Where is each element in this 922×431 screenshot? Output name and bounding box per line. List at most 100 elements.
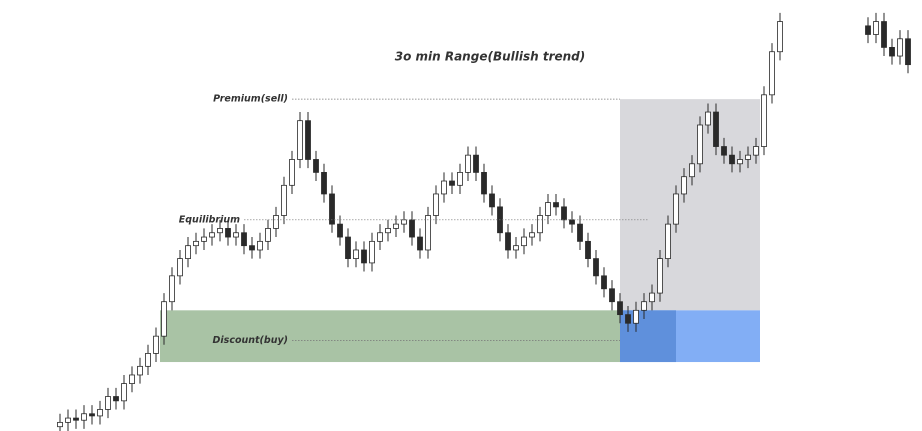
candle-body: [409, 219, 415, 238]
candle-body: [569, 219, 575, 225]
candle-body: [473, 154, 479, 173]
candle-body: [353, 249, 359, 259]
candle-body: [273, 215, 279, 229]
candle-body: [385, 228, 391, 234]
candle-body: [561, 206, 567, 221]
candle-body: [73, 417, 79, 421]
candle-body: [401, 219, 407, 225]
candle-body: [625, 314, 631, 324]
candle-body: [97, 409, 103, 417]
candle-body: [441, 180, 447, 195]
candle-body: [681, 176, 687, 195]
candle-body: [153, 335, 159, 354]
candle-body: [537, 215, 543, 234]
candle-body: [105, 396, 111, 410]
candle-body: [257, 240, 263, 251]
candle-body: [577, 223, 583, 242]
candle-body: [457, 171, 463, 186]
chart-title: 3o min Range(Bullish trend): [395, 50, 586, 64]
candle-body: [745, 154, 751, 160]
candle-body: [697, 124, 703, 165]
candle-body: [169, 275, 175, 303]
candle-body: [281, 184, 287, 216]
candle-body: [873, 21, 879, 35]
candle-body: [137, 365, 143, 376]
candle-body: [289, 159, 295, 186]
candle-body: [705, 111, 711, 126]
candle-body: [905, 38, 911, 66]
candle-body: [369, 240, 375, 264]
candle-body: [417, 236, 423, 251]
zone: [620, 99, 760, 311]
candle-body: [305, 120, 311, 160]
candle-body: [761, 94, 767, 147]
candle-body: [545, 202, 551, 216]
level-label: Equilibrium: [179, 214, 240, 225]
candle-body: [209, 232, 215, 238]
candle-body: [689, 163, 695, 178]
candle-body: [329, 193, 335, 225]
candle-body: [233, 232, 239, 238]
candle-body: [225, 228, 231, 238]
candle-body: [193, 240, 199, 247]
candle-body: [113, 396, 119, 402]
candle-body: [865, 25, 871, 35]
candle-body: [433, 193, 439, 216]
candle-body: [185, 245, 191, 259]
candle-body: [529, 232, 535, 238]
level-label: Premium(sell): [213, 94, 288, 105]
candle-body: [161, 301, 167, 337]
candle-body: [513, 245, 519, 251]
candle-body: [729, 154, 735, 165]
candle-body: [249, 245, 255, 251]
candle-body: [633, 309, 639, 324]
candle-body: [177, 258, 183, 277]
level-label: Discount(buy): [213, 335, 288, 346]
candle-body: [393, 223, 399, 229]
candle-body: [649, 292, 655, 303]
candle-body: [361, 249, 367, 264]
candle-body: [481, 171, 487, 195]
candle-body: [665, 223, 671, 259]
candle-body: [377, 232, 383, 242]
candle-body: [145, 353, 151, 367]
candle-body: [721, 146, 727, 156]
candle-body: [617, 301, 623, 316]
candle-body: [505, 232, 511, 251]
candle-body: [201, 236, 207, 242]
candle-body: [881, 21, 887, 48]
candle-body: [465, 154, 471, 173]
candle-body: [321, 171, 327, 195]
candle-body: [265, 228, 271, 242]
candle-body: [737, 159, 743, 165]
candle-body: [897, 38, 903, 57]
candle-body: [449, 180, 455, 186]
candle-body: [553, 202, 559, 208]
candle-body: [777, 21, 783, 53]
candle-body: [241, 232, 247, 247]
candle-body: [609, 288, 615, 303]
candle-body: [593, 258, 599, 277]
candle-body: [337, 223, 343, 238]
candle-body: [129, 374, 135, 384]
candle-body: [121, 383, 127, 402]
candle-body: [81, 413, 87, 421]
candle-body: [89, 413, 95, 417]
candle-body: [57, 421, 63, 428]
candle-body: [425, 215, 431, 251]
candle-body: [657, 258, 663, 294]
candle-body: [217, 228, 223, 234]
candle-body: [297, 120, 303, 160]
candle-body: [489, 193, 495, 208]
candle-body: [345, 236, 351, 260]
candle-body: [641, 301, 647, 311]
candle-body: [889, 47, 895, 57]
candle-body: [521, 236, 527, 247]
candle-body: [753, 146, 759, 156]
candle-body: [313, 159, 319, 173]
candle-body: [65, 417, 71, 423]
zone: [160, 310, 620, 363]
candle-body: [673, 193, 679, 225]
candle-body: [601, 275, 607, 290]
